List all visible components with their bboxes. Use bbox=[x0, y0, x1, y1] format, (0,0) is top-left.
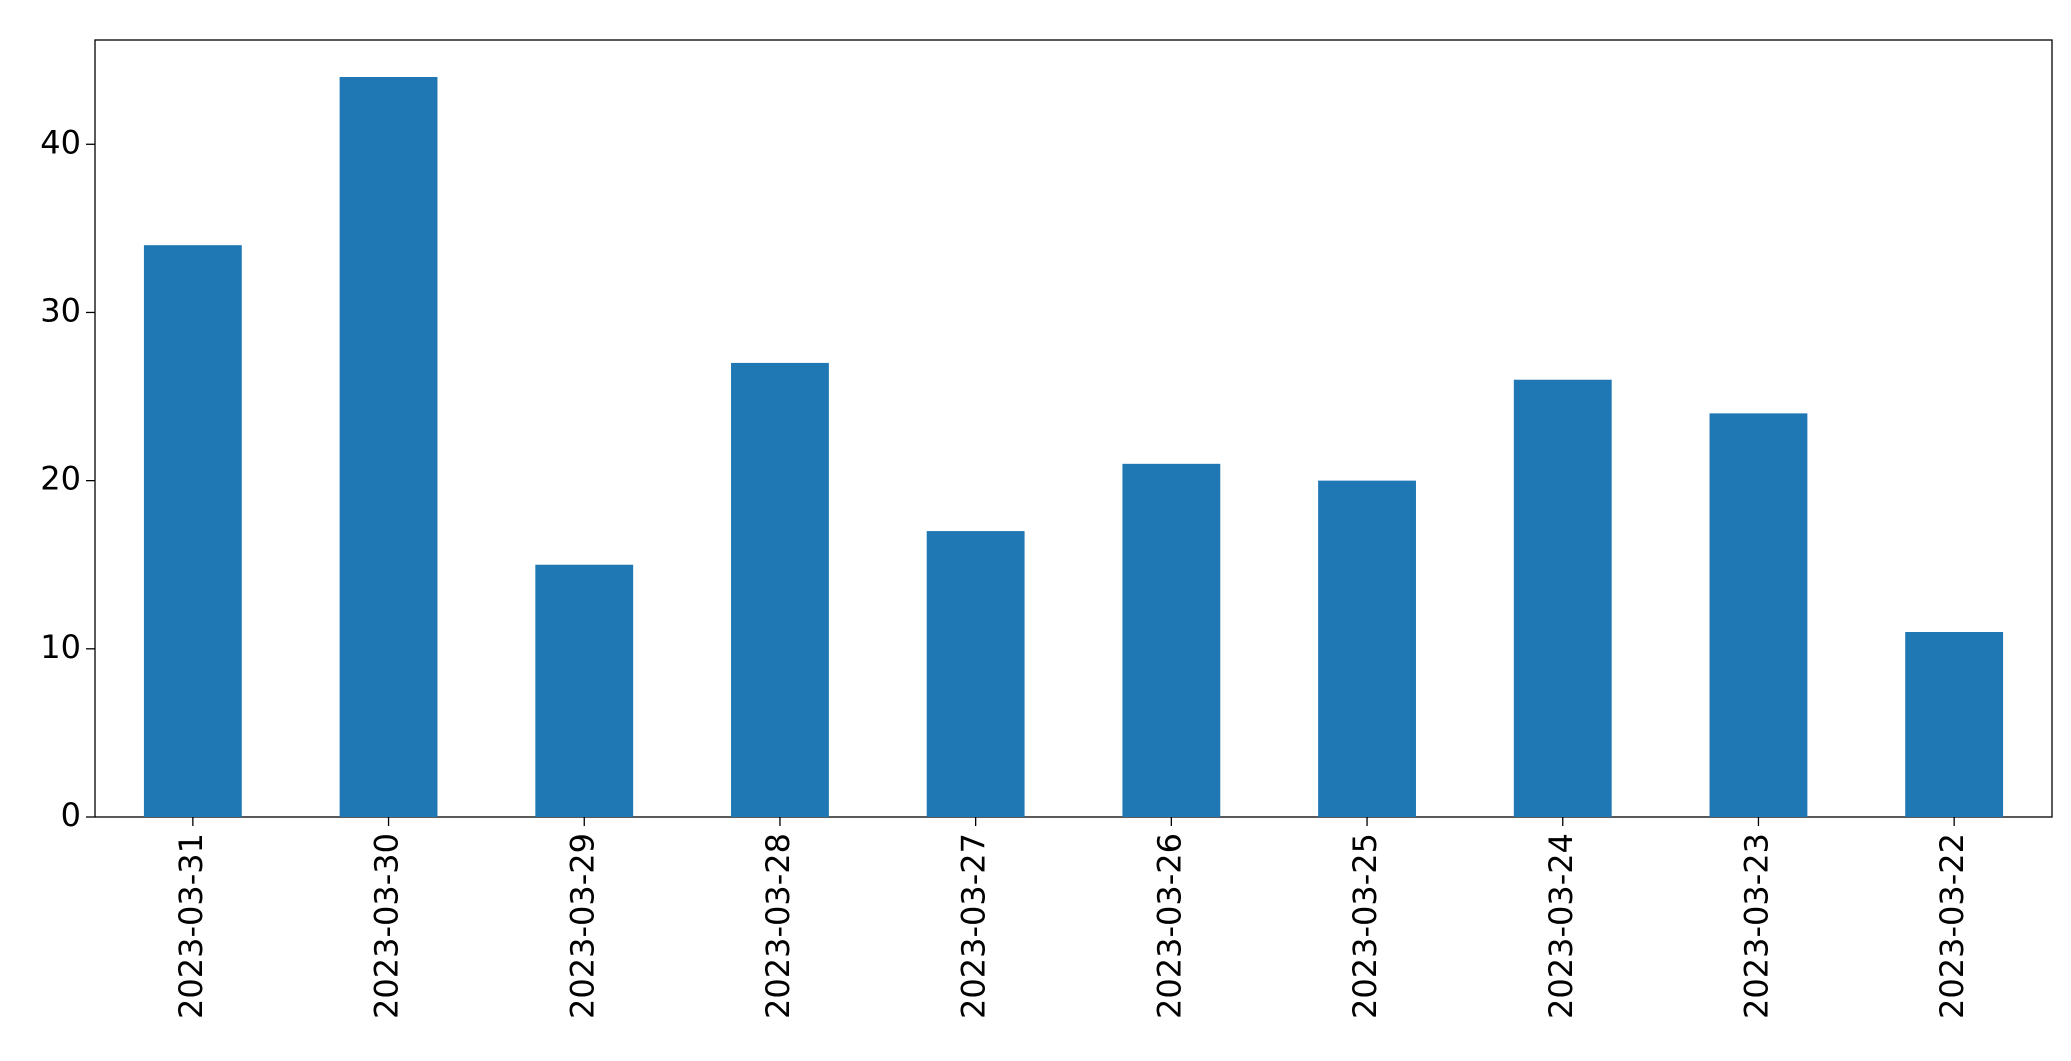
x-tick-label: 2023-03-30 bbox=[368, 833, 406, 1019]
bar bbox=[339, 77, 438, 817]
x-tick-label: 2023-03-24 bbox=[1542, 833, 1580, 1019]
x-tick-label: 2023-03-25 bbox=[1346, 833, 1384, 1019]
y-tick-label: 0 bbox=[61, 796, 81, 834]
x-tick-label: 2023-03-23 bbox=[1737, 833, 1775, 1019]
y-tick-label: 10 bbox=[40, 628, 81, 666]
bar bbox=[1709, 413, 1808, 817]
x-tick-label: 2023-03-31 bbox=[172, 833, 210, 1019]
bar bbox=[926, 531, 1025, 817]
plot-frame bbox=[94, 39, 2053, 818]
x-tick-label: 2023-03-27 bbox=[955, 833, 993, 1019]
bar bbox=[731, 362, 829, 817]
y-tick-label: 40 bbox=[40, 123, 81, 161]
bar bbox=[1318, 480, 1416, 817]
x-tick-label: 2023-03-28 bbox=[759, 833, 797, 1019]
x-tick-label: 2023-03-22 bbox=[1933, 833, 1971, 1019]
bar bbox=[143, 245, 242, 817]
bar bbox=[1905, 632, 2004, 817]
bar bbox=[1513, 379, 1612, 817]
bar bbox=[1122, 463, 1221, 817]
x-tick-label: 2023-03-26 bbox=[1150, 833, 1188, 1019]
y-tick-label: 30 bbox=[40, 291, 81, 329]
y-tick-label: 20 bbox=[40, 460, 81, 498]
bar bbox=[535, 564, 634, 817]
x-tick-label: 2023-03-29 bbox=[563, 833, 601, 1019]
